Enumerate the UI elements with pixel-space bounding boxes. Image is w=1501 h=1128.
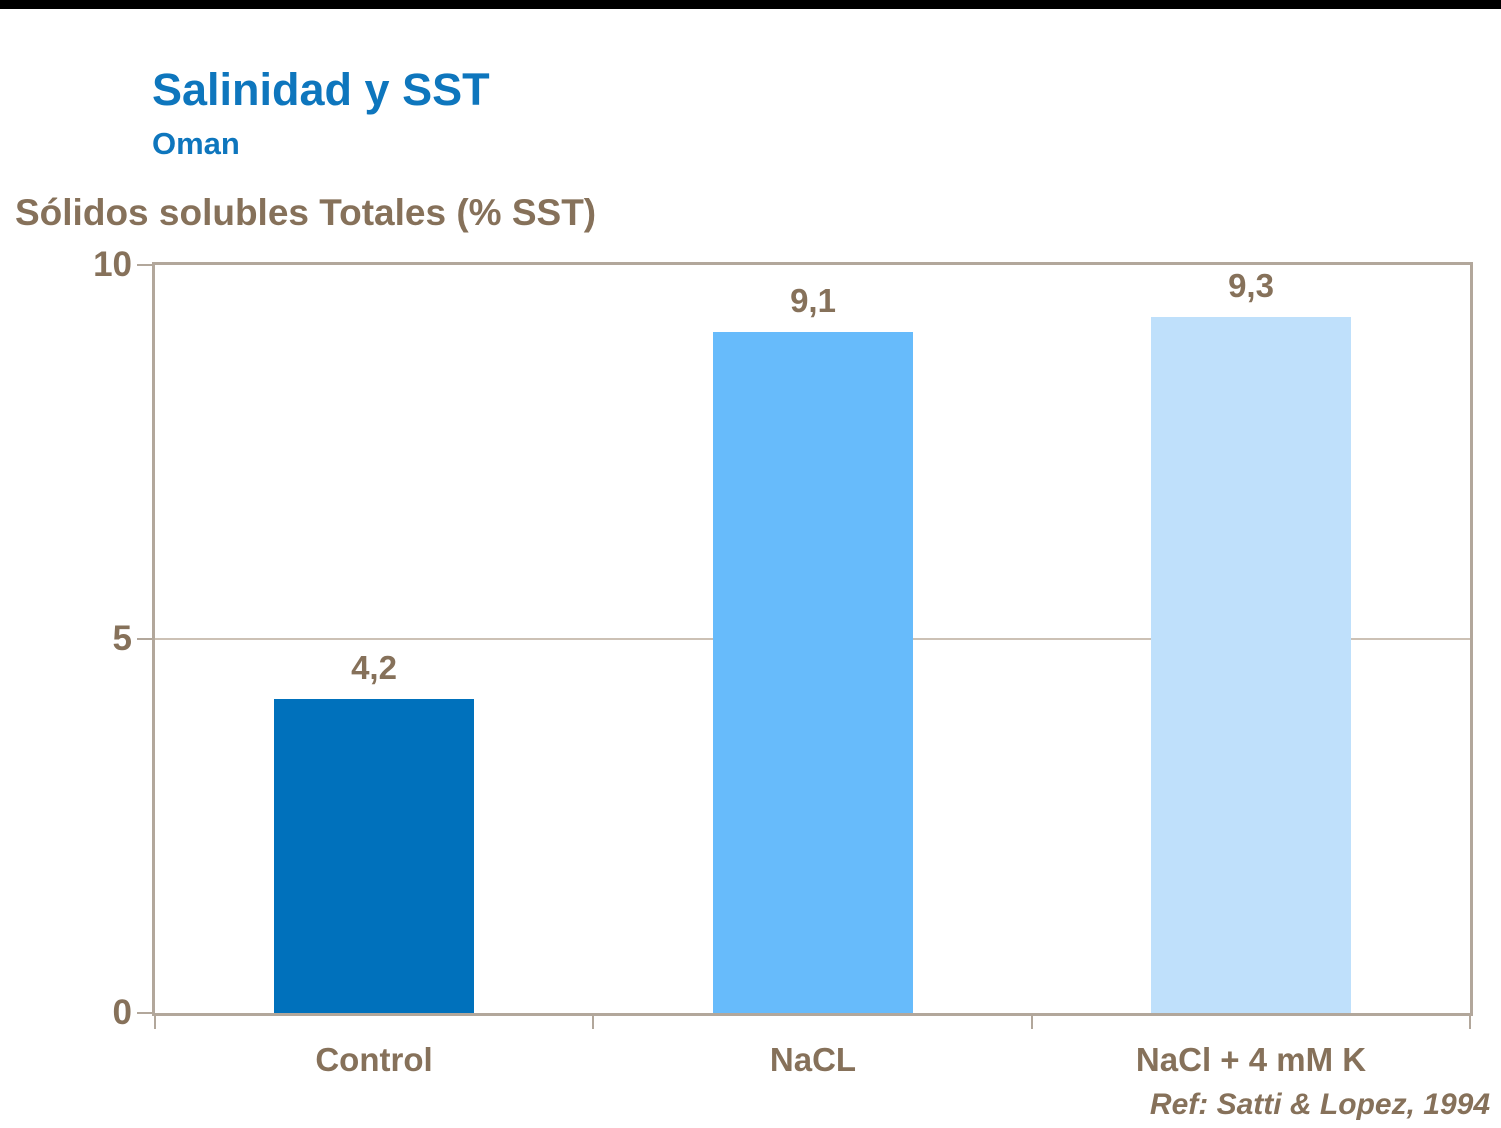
value-label-nacl-4-mm-k: 9,3 <box>1228 267 1274 304</box>
plot-area: 4,2 9,1 9,3 <box>152 262 1473 1016</box>
y-axis-title: Sólidos solubles Totales (% SST) <box>15 192 597 233</box>
top-black-bar <box>0 0 1501 9</box>
y-tick-5 <box>137 638 152 640</box>
chart-title: Salinidad y SST <box>152 64 490 115</box>
category-label-nacl: NaCL <box>769 1041 857 1078</box>
y-tick-0 <box>137 1012 152 1014</box>
bar-control <box>274 699 474 1013</box>
reference-text: Ref: Satti & Lopez, 1994 <box>1149 1088 1490 1121</box>
x-tick-0 <box>154 1016 156 1029</box>
value-label-control: 4,2 <box>351 649 397 686</box>
x-tick-2 <box>1031 1016 1033 1029</box>
category-label-nacl-4-mm-k: NaCl + 4 mM K <box>1135 1041 1367 1078</box>
category-label-control: Control <box>315 1041 433 1078</box>
y-tick-label-5: 5 <box>112 619 132 658</box>
value-label-nacl: 9,1 <box>790 282 836 319</box>
y-tick-10 <box>137 264 152 266</box>
chart-subtitle: Oman <box>152 126 240 161</box>
x-tick-3 <box>1469 1016 1471 1029</box>
y-tick-label-10: 10 <box>93 245 132 284</box>
bar-nacl <box>713 332 913 1013</box>
x-tick-1 <box>592 1016 594 1029</box>
y-tick-label-0: 0 <box>112 993 132 1032</box>
bar-nacl-4-mm-k <box>1151 317 1351 1013</box>
